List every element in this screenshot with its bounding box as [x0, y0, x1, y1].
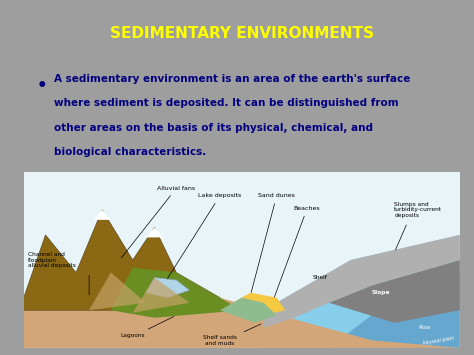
FancyBboxPatch shape [24, 172, 460, 348]
Text: Lagoons: Lagoons [120, 333, 145, 338]
Text: Lake: Lake [151, 284, 167, 289]
Text: SEDIMENTARY ENVIRONMENTS: SEDIMENTARY ENVIRONMENTS [110, 26, 374, 41]
Text: •: • [37, 77, 47, 95]
Text: Lake deposits: Lake deposits [165, 193, 242, 283]
Polygon shape [146, 228, 163, 237]
Polygon shape [233, 293, 285, 315]
Text: Rise: Rise [419, 325, 431, 330]
Polygon shape [329, 260, 460, 323]
Polygon shape [24, 298, 460, 348]
Text: where sediment is deposited. It can be distinguished from: where sediment is deposited. It can be d… [54, 98, 399, 108]
Text: Beaches: Beaches [273, 206, 320, 300]
Text: Shelf: Shelf [313, 275, 328, 280]
Text: Channel and
floodplain
alluvial deposits: Channel and floodplain alluvial deposits [28, 252, 76, 268]
Polygon shape [111, 268, 242, 318]
Text: Abyssal plain: Abyssal plain [422, 335, 454, 346]
Text: Shelf sands
and muds: Shelf sands and muds [203, 335, 237, 346]
Polygon shape [329, 273, 460, 348]
Polygon shape [24, 210, 220, 310]
Polygon shape [264, 235, 460, 348]
Polygon shape [146, 278, 190, 298]
Text: Sand dunes: Sand dunes [251, 193, 295, 293]
Polygon shape [220, 298, 277, 323]
Text: Slope: Slope [372, 290, 391, 295]
Text: Slumps and
turbidity-current
deposits: Slumps and turbidity-current deposits [394, 202, 442, 218]
Polygon shape [89, 273, 146, 310]
Polygon shape [93, 210, 111, 220]
Text: Delta: Delta [238, 303, 254, 308]
Text: biological characteristics.: biological characteristics. [54, 147, 207, 157]
Polygon shape [133, 278, 190, 313]
Polygon shape [264, 235, 460, 328]
Text: other areas on the basis of its physical, chemical, and: other areas on the basis of its physical… [54, 123, 373, 133]
Text: A sedimentary environment is an area of the earth's surface: A sedimentary environment is an area of … [54, 73, 410, 83]
Text: Alluvial fans: Alluvial fans [121, 186, 195, 258]
